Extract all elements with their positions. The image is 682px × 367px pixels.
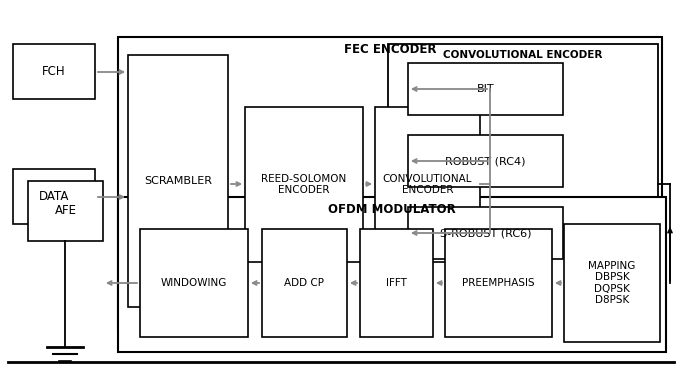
Text: OFDM MODULATOR: OFDM MODULATOR	[328, 203, 456, 216]
Bar	[262, 229, 347, 337]
Bar	[128, 55, 228, 307]
Bar	[13, 169, 95, 224]
Text: DATA: DATA	[39, 190, 69, 203]
Bar	[28, 181, 103, 241]
Bar	[564, 224, 660, 342]
Bar	[245, 107, 363, 262]
Text: WINDOWING: WINDOWING	[161, 278, 227, 288]
Text: REED-SOLOMON
ENCODER: REED-SOLOMON ENCODER	[261, 174, 346, 195]
Text: CONVOLUTIONAL ENCODER: CONVOLUTIONAL ENCODER	[443, 50, 603, 60]
Bar	[408, 63, 563, 115]
Text: AFE: AFE	[55, 204, 76, 218]
Text: PREEMPHASIS: PREEMPHASIS	[462, 278, 535, 288]
Text: CONVOLUTIONAL
ENCODER: CONVOLUTIONAL ENCODER	[383, 174, 472, 195]
Bar	[360, 229, 433, 337]
Text: ROBUST (RC4): ROBUST (RC4)	[445, 156, 526, 166]
Text: FEC ENCODER: FEC ENCODER	[344, 43, 436, 56]
Text: S-ROBUST (RC6): S-ROBUST (RC6)	[440, 228, 531, 238]
Bar	[408, 207, 563, 259]
Bar	[118, 37, 662, 330]
Bar	[408, 135, 563, 187]
Text: ADD CP: ADD CP	[284, 278, 325, 288]
Bar	[445, 229, 552, 337]
Bar	[13, 44, 95, 99]
Text: FCH: FCH	[42, 65, 65, 78]
Text: SCRAMBLER: SCRAMBLER	[144, 176, 212, 186]
Text: MAPPING
DBPSK
DQPSK
D8PSK: MAPPING DBPSK DQPSK D8PSK	[589, 261, 636, 305]
Bar	[388, 44, 658, 320]
Text: BIT: BIT	[477, 84, 494, 94]
Bar	[118, 197, 666, 352]
Bar	[375, 107, 480, 262]
Bar	[140, 229, 248, 337]
Text: IFFT: IFFT	[386, 278, 407, 288]
